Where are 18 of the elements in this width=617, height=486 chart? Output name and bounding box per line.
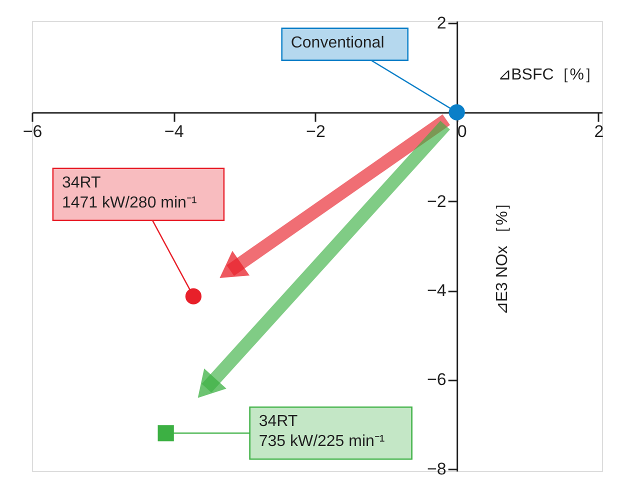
y-tick-label: −4 (426, 281, 446, 300)
y-tick-label: −8 (426, 459, 446, 478)
annotation: Conventional (290, 34, 384, 52)
y-tick-label: 2 (436, 14, 446, 33)
x-tick-label: −6 (22, 122, 42, 141)
point (185, 288, 202, 304)
x-tick-label: −4 (164, 122, 184, 141)
point (448, 104, 465, 120)
annotation: 34RT 1471 kW/280 min⁻¹ (62, 174, 197, 212)
y-tick-label: −2 (426, 192, 446, 211)
x-axis-title: ⊿BSFC［%］ (498, 66, 600, 84)
x-tick-label: 2 (594, 122, 604, 141)
y-axis-title: ⊿E3 NOx ［%］ (494, 195, 511, 315)
x-tick-label: 0 (457, 122, 467, 141)
x-tick-label: −2 (306, 122, 326, 141)
annotation: 34RT 735 kW/225 min⁻¹ (258, 413, 385, 450)
y-tick-label: −6 (426, 370, 446, 390)
point (158, 425, 174, 442)
